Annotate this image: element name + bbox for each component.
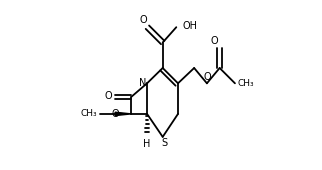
- Polygon shape: [115, 112, 131, 116]
- Text: O: O: [211, 36, 218, 46]
- Text: S: S: [162, 138, 168, 148]
- Text: H: H: [143, 139, 151, 149]
- Text: OH: OH: [183, 21, 198, 31]
- Text: CH₃: CH₃: [80, 109, 97, 118]
- Text: N: N: [138, 78, 146, 88]
- Text: O: O: [111, 109, 119, 119]
- Text: O: O: [203, 72, 211, 82]
- Text: O: O: [105, 91, 112, 101]
- Text: O: O: [139, 15, 147, 25]
- Text: CH₃: CH₃: [238, 79, 254, 88]
